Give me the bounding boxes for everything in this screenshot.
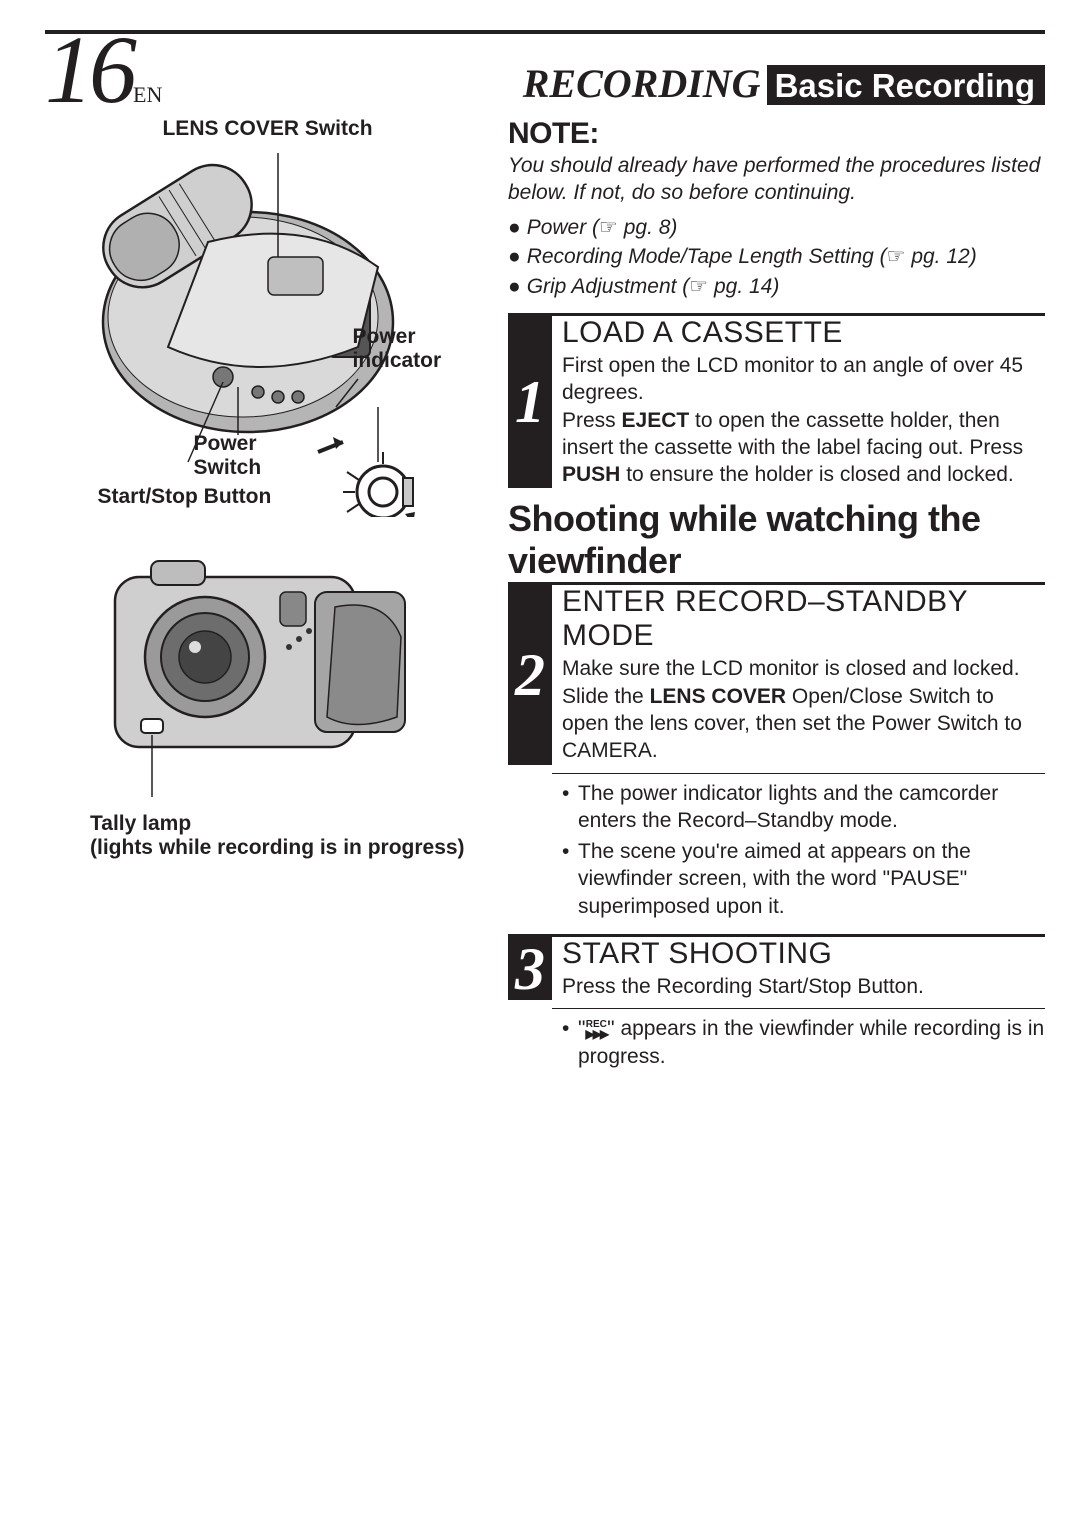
note-bullets: Power (☞ pg. 8) Recording Mode/Tape Leng… [508, 213, 1045, 301]
step-2: 2 ENTER RECORD–STANDBY MODE Make sure th… [508, 582, 1045, 764]
page-number-block: 16EN [45, 34, 162, 107]
tally-caption: Tally lamp (lights while recording is in… [90, 812, 490, 860]
page: 16EN RECORDING Basic Recording LENS COVE… [0, 0, 1080, 1104]
step-body: ENTER RECORD–STANDBY MODE Make sure the … [552, 585, 1045, 764]
content: LENS COVER Switch [45, 117, 1045, 1074]
camcorder-front-diagram [55, 557, 435, 802]
step-text: First open the LCD monitor to an angle o… [562, 352, 1045, 488]
page-suffix: EN [133, 82, 162, 107]
shooting-heading: Shooting while watching the viewfinder [508, 498, 1045, 582]
step-2-list: The power indicator lights and the camco… [562, 780, 1045, 920]
title-recording: RECORDING [523, 60, 761, 107]
label-power-switch: PowerSwitch [194, 432, 262, 480]
step-1: 1 LOAD A CASSETTE First open the LCD mon… [508, 313, 1045, 488]
tally-line1: Tally lamp [90, 812, 490, 836]
label-lens-cover: LENS COVER Switch [45, 117, 490, 141]
rec-icon: REC▶▶▶ [585, 1020, 607, 1040]
label-power-indicator: Powerindicator [353, 325, 442, 373]
step-title: ENTER RECORD–STANDBY MODE [562, 585, 1045, 653]
tally-line2: (lights while recording is in progress) [90, 836, 490, 860]
step-num: 3 [508, 937, 552, 1000]
note-item: Grip Adjustment (☞ pg. 14) [508, 272, 1045, 301]
right-column: NOTE: You should already have performed … [490, 117, 1045, 1074]
step-body: LOAD A CASSETTE First open the LCD monit… [552, 316, 1045, 488]
step-num: 2 [508, 585, 552, 764]
pointer-icon: ☞ [887, 245, 906, 268]
step-3: 3 START SHOOTING Press the Recording Sta… [508, 934, 1045, 1000]
title-basic: Basic Recording [767, 65, 1045, 105]
step-text: Make sure the LCD monitor is closed and … [562, 655, 1045, 764]
left-column: LENS COVER Switch [45, 117, 490, 1074]
step-3-list: "REC▶▶▶" appears in the viewfinder while… [562, 1015, 1045, 1070]
note-heading: NOTE: [508, 117, 1045, 151]
step-num: 1 [508, 316, 552, 488]
camcorder-top-diagram: Powerindicator PowerSwitch Start/Stop Bu… [58, 147, 478, 517]
list-item: The scene you're aimed at appears on the… [562, 838, 1045, 920]
note-item: Recording Mode/Tape Length Setting (☞ pg… [508, 242, 1045, 271]
step-text: Press the Recording Start/Stop Button. [562, 973, 1045, 1000]
step-2-extras: The power indicator lights and the camco… [508, 773, 1045, 924]
pointer-icon: ☞ [689, 275, 708, 298]
step-title: START SHOOTING [562, 937, 1045, 971]
step-3-extras: "REC▶▶▶" appears in the viewfinder while… [508, 1008, 1045, 1074]
header-title: RECORDING Basic Recording [523, 60, 1045, 107]
pointer-icon: ☞ [599, 216, 618, 239]
page-number: 16 [45, 16, 133, 123]
list-item: The power indicator lights and the camco… [562, 780, 1045, 835]
step-title: LOAD A CASSETTE [562, 316, 1045, 350]
header: 16EN RECORDING Basic Recording [45, 30, 1045, 107]
list-item: "REC▶▶▶" appears in the viewfinder while… [562, 1015, 1045, 1070]
camcorder-front-svg [55, 557, 435, 802]
label-start-stop: Start/Stop Button [98, 485, 272, 509]
step-body: START SHOOTING Press the Recording Start… [552, 937, 1045, 1000]
note-intro: You should already have performed the pr… [508, 153, 1045, 207]
note-item: Power (☞ pg. 8) [508, 213, 1045, 242]
